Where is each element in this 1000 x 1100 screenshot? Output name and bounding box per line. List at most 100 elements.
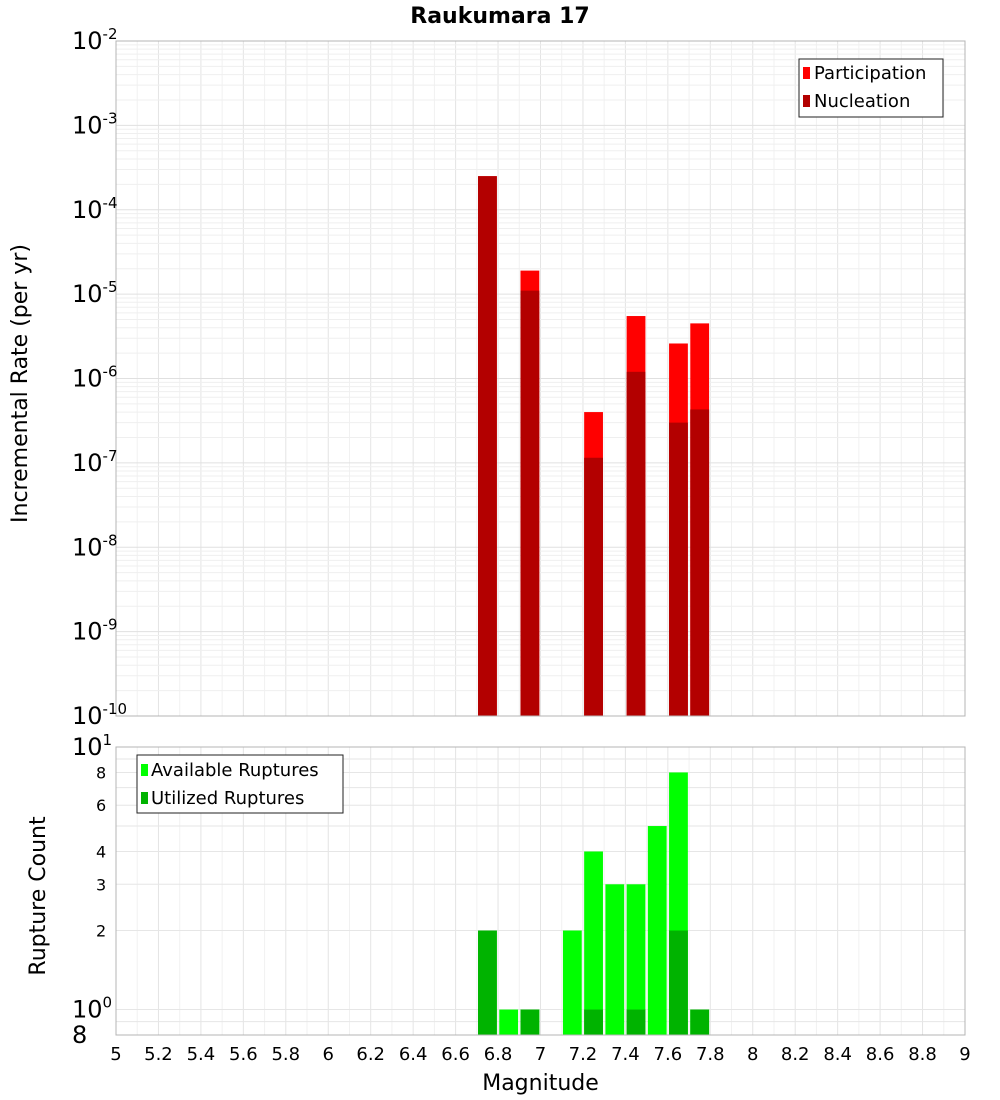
utilized-ruptures-bar	[669, 930, 688, 1035]
x-tick-label: 5.2	[144, 1044, 173, 1065]
nucleation-bar	[690, 409, 710, 716]
bottom-y-tick-label: 101	[72, 731, 112, 761]
tick-exponent: 0	[103, 994, 113, 1012]
bottom-bars	[478, 772, 710, 1035]
tick-base: 8	[96, 763, 106, 782]
utilized-ruptures-bar	[626, 1009, 646, 1035]
top-y-tick-label: 10-8	[72, 531, 118, 561]
bottom-y-tick-label: 6	[96, 796, 106, 815]
top-legend-label: Participation	[814, 63, 926, 84]
x-tick-label: 6.6	[441, 1044, 470, 1065]
tick-base: 10	[72, 533, 103, 561]
bottom-y-axis-label: Rupture Count	[26, 816, 51, 976]
bottom-legend-swatch	[141, 764, 148, 776]
bottom-y-tick-label: 4	[96, 842, 106, 861]
bottom-legend-label: Utilized Ruptures	[151, 788, 304, 809]
x-tick-label: 7.6	[654, 1044, 683, 1065]
top-legend: Participation Nucleation	[798, 58, 944, 118]
tick-base: 10	[72, 196, 103, 224]
top-y-tick-label: 10-10	[72, 700, 127, 730]
x-tick-label: 6	[323, 1044, 334, 1065]
bottom-y-tick-label: 8	[96, 763, 106, 782]
chart-title: Raukumara 17	[410, 4, 589, 29]
tick-base: 10	[72, 27, 103, 55]
available-ruptures-bar	[584, 851, 603, 1035]
tick-base: 6	[96, 796, 106, 815]
nucleation-bar	[478, 176, 497, 716]
nucleation-bar	[669, 422, 688, 716]
tick-exponent: -2	[103, 25, 118, 43]
tick-base: 10	[72, 702, 103, 730]
x-tick-label: 8	[747, 1044, 758, 1065]
x-tick-label: 6.8	[484, 1044, 513, 1065]
x-tick-label: 8.2	[781, 1044, 810, 1065]
nucleation-bar	[626, 371, 646, 716]
x-tick-label: 5.4	[187, 1044, 216, 1065]
x-tick-label: 8.8	[908, 1044, 937, 1065]
x-tick-label: 5	[110, 1044, 121, 1065]
available-ruptures-bar	[647, 826, 667, 1035]
top-legend-swatch	[803, 95, 810, 107]
x-tick-label: 7.2	[569, 1044, 598, 1065]
tick-exponent: -9	[103, 616, 118, 634]
available-ruptures-bar	[499, 1009, 519, 1035]
bottom-legend-box	[136, 754, 344, 814]
x-tick-label: 8.6	[866, 1044, 895, 1065]
tick-exponent: -6	[103, 363, 118, 381]
tick-exponent: 1	[103, 731, 113, 749]
tick-base: 4	[96, 842, 106, 861]
tick-base: 10	[72, 280, 103, 308]
tick-base: 10	[72, 111, 103, 139]
top-bars	[478, 176, 710, 716]
tick-base: 10	[72, 365, 103, 393]
utilized-ruptures-bar	[690, 1009, 710, 1035]
tick-base: 10	[72, 996, 103, 1024]
top-y-tick-label: 10-7	[72, 447, 118, 477]
tick-base: 10	[72, 733, 103, 761]
nucleation-bar	[584, 457, 603, 716]
bottom-legend: Available Ruptures Utilized Ruptures	[136, 754, 344, 814]
bottom-y-tick-label: 3	[96, 875, 106, 894]
top-y-tick-label: 10-3	[72, 109, 118, 139]
utilized-ruptures-bar	[520, 1009, 540, 1035]
top-legend-box	[798, 58, 944, 118]
nucleation-bar	[520, 290, 540, 716]
x-axis-label: Magnitude	[482, 1071, 599, 1096]
bottom-legend-label: Available Ruptures	[151, 760, 319, 781]
available-ruptures-bar	[562, 930, 582, 1035]
x-tick-label: 9	[959, 1044, 970, 1065]
tick-exponent: -7	[103, 447, 118, 465]
utilized-ruptures-bar	[478, 930, 497, 1035]
tick-exponent: -4	[103, 194, 118, 212]
top-y-tick-label: 10-4	[72, 194, 118, 224]
x-tick-label: 7.8	[696, 1044, 725, 1065]
tick-exponent: -5	[103, 278, 118, 296]
tick-base: 10	[72, 449, 103, 477]
gridlines	[115, 41, 966, 1036]
x-tick-label: 7.4	[611, 1044, 640, 1065]
tick-exponent: -3	[103, 109, 118, 127]
top-y-tick-label: 10-9	[72, 616, 118, 646]
top-y-axis-label: Incremental Rate (per yr)	[8, 244, 33, 523]
tick-base: 8	[72, 1021, 87, 1049]
x-ticks: 5 5.2 5.4 5.6 5.8 6 6.2 6.4 6.6 6.8 7 7.2 7.4 7.6 7.8 8…	[110, 1044, 970, 1065]
tick-exponent: -8	[103, 531, 118, 549]
tick-base: 2	[96, 922, 106, 941]
tick-exponent: -10	[103, 700, 128, 718]
x-tick-label: 6.4	[399, 1044, 428, 1065]
bottom-y-tick-label: 8	[72, 1021, 87, 1049]
bottom-y-tick-label: 2	[96, 922, 106, 941]
x-tick-label: 7	[535, 1044, 546, 1065]
utilized-ruptures-bar	[584, 1009, 603, 1035]
top-legend-label: Nucleation	[814, 91, 910, 112]
tick-base: 3	[96, 875, 106, 894]
bottom-y-tick-label: 100	[72, 994, 112, 1024]
top-plot-frame	[115, 40, 966, 717]
top-y-tick-label: 10-6	[72, 363, 118, 393]
x-tick-label: 5.8	[271, 1044, 300, 1065]
available-ruptures-bar	[605, 884, 625, 1035]
